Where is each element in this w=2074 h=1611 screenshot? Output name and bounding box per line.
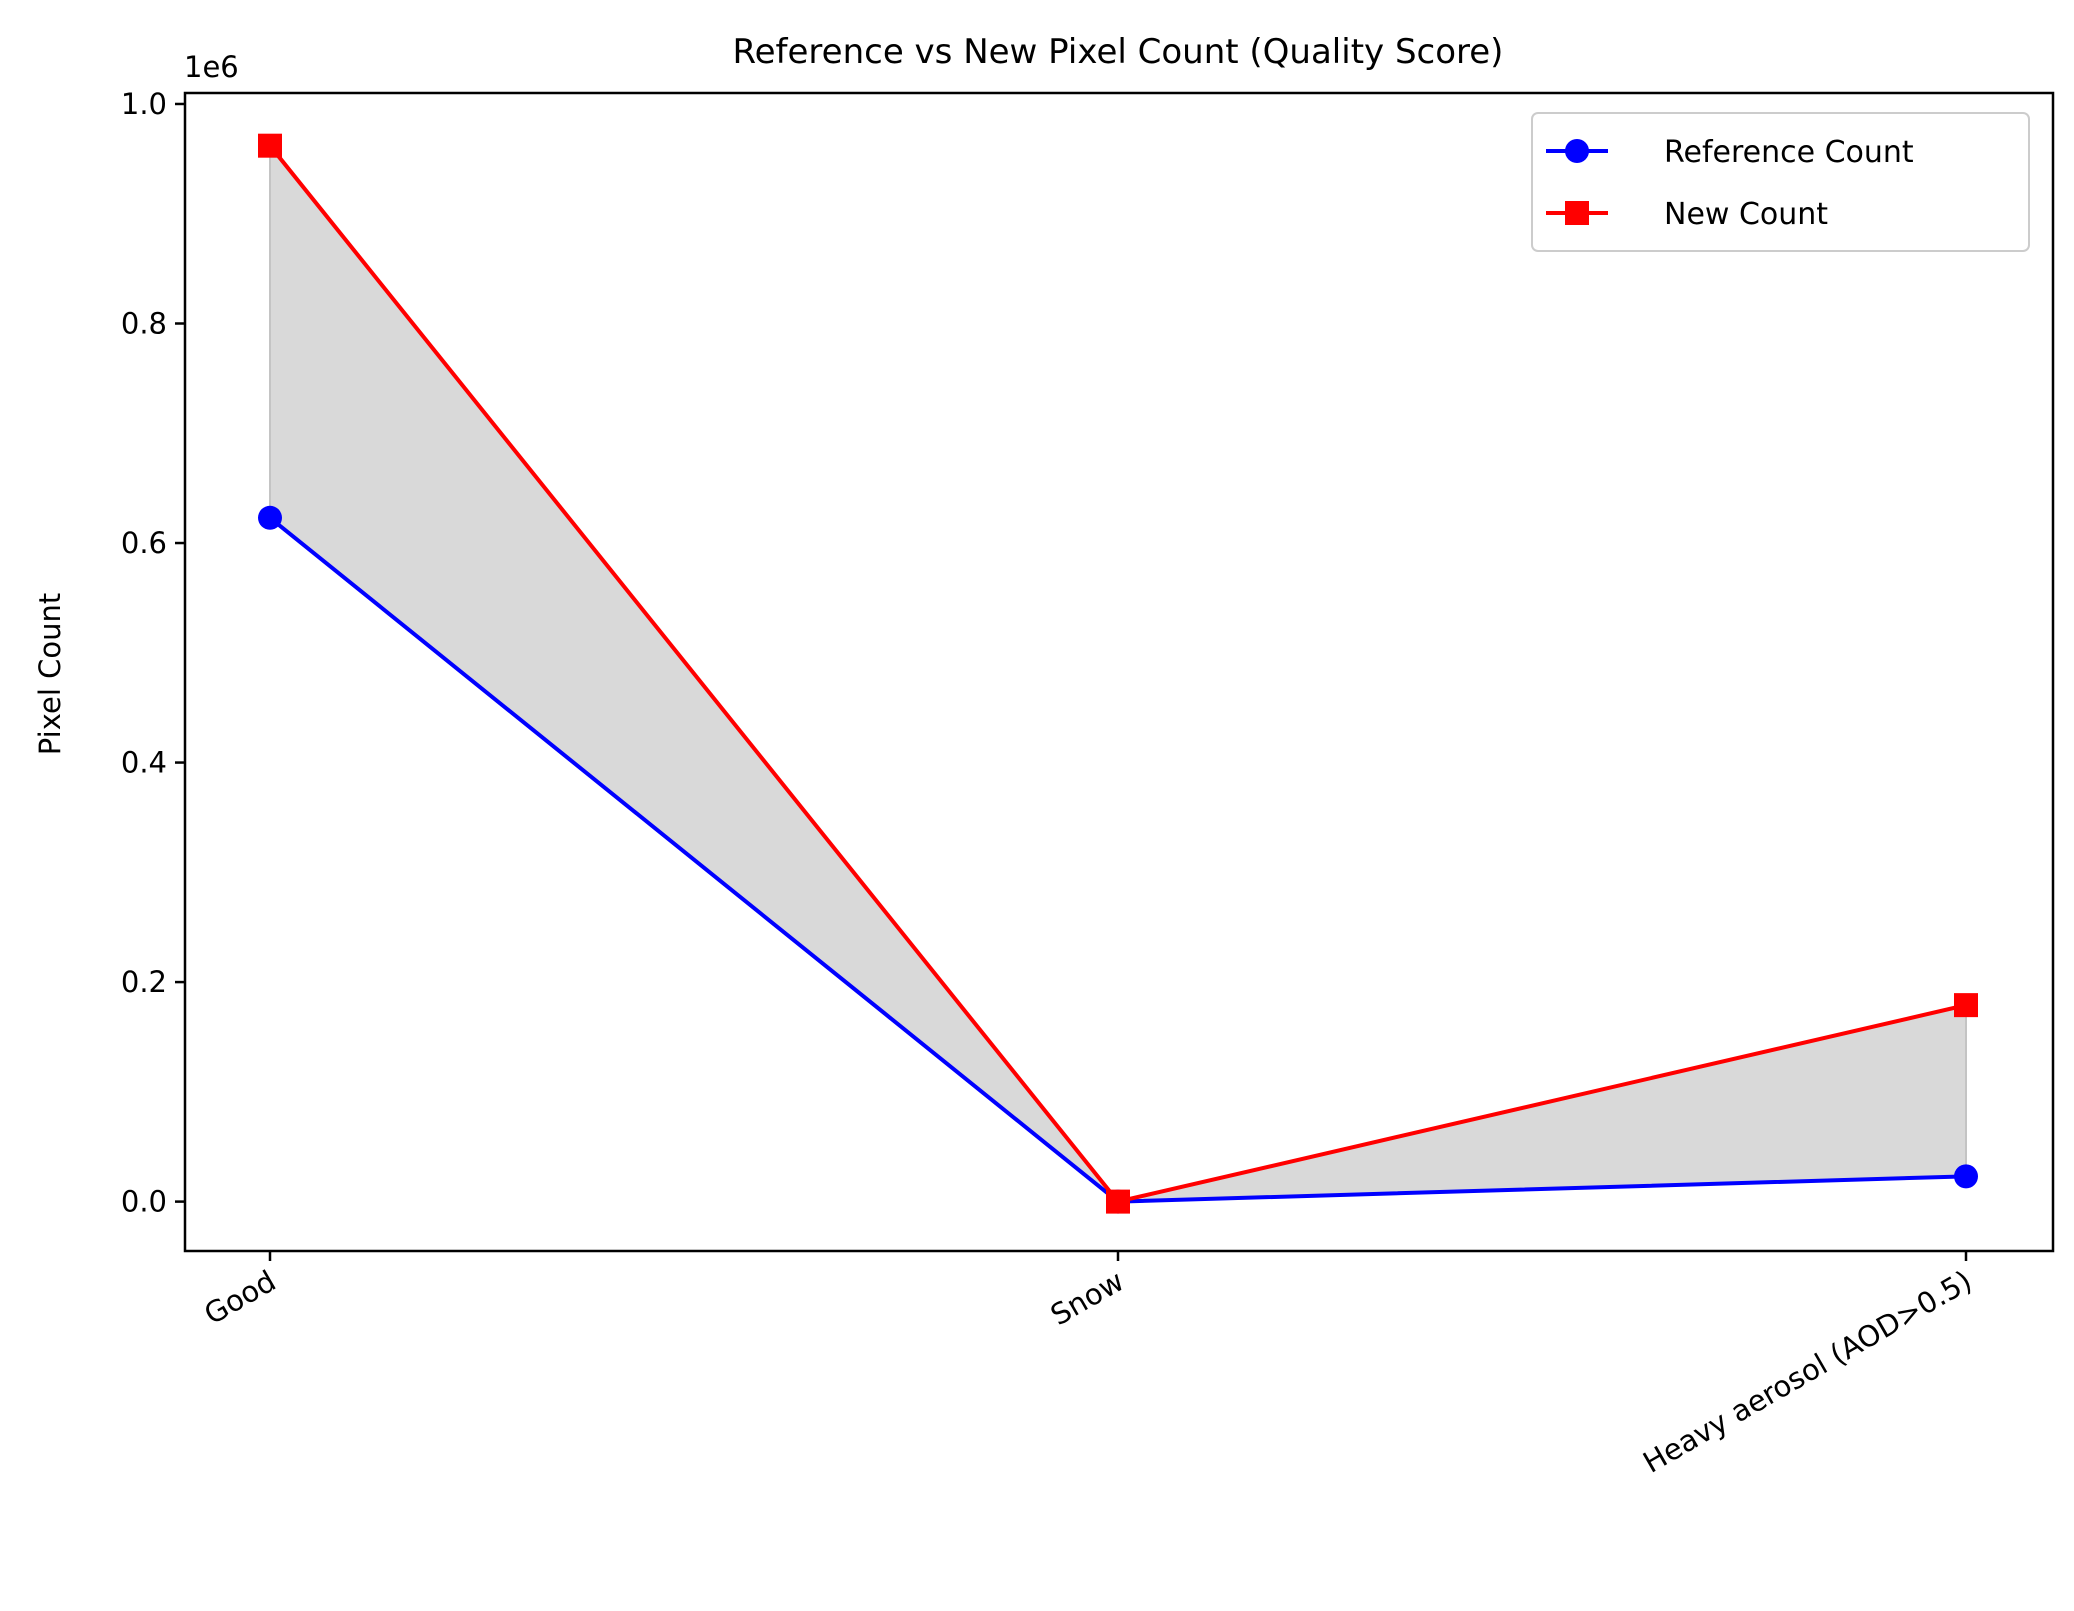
- y-axis-label: Pixel Count: [33, 593, 67, 755]
- series-markers: [258, 133, 1978, 1214]
- axes: 0.0 0.2 0.4 0.6 0.8 1.0 Good Snow Heavy aerosol …: [121, 87, 2055, 1480]
- legend-label-reference-count: Reference Count: [1664, 135, 1914, 170]
- legend-label-new-count: New Count: [1664, 197, 1828, 232]
- data-point-new-count: [258, 133, 282, 158]
- data-point-new-count: [1106, 1189, 1130, 1214]
- y-tick-label: 1.0: [121, 87, 167, 121]
- legend-box: [1531, 112, 2030, 252]
- x-tick-label: Good: [198, 1264, 281, 1332]
- fill-between-area: [269, 142, 1967, 1203]
- x-tick-label: Snow: [1045, 1264, 1130, 1333]
- data-point-reference-count: [1954, 1164, 1978, 1189]
- chart-title: Reference vs New Pixel Count (Quality Sc…: [733, 32, 1504, 72]
- y-tick-label: 0.8: [121, 307, 167, 341]
- legend-marker-new-count: [1565, 201, 1589, 225]
- y-tick-label: 0.2: [121, 965, 167, 999]
- y-scale-label: 1e6: [184, 50, 239, 84]
- data-point-new-count: [1954, 993, 1978, 1018]
- y-tick-label: 0.4: [121, 746, 167, 780]
- legend: Reference Count New Count: [1531, 112, 2030, 252]
- x-tick-label: Heavy aerosol (AOD>0.5): [1637, 1264, 1977, 1480]
- data-point-reference-count: [258, 505, 282, 530]
- y-tick-label: 0.0: [121, 1185, 167, 1219]
- y-tick-label: 0.6: [121, 526, 167, 560]
- legend-marker-reference-count: [1565, 139, 1589, 163]
- fill-between-region: [269, 142, 1967, 1203]
